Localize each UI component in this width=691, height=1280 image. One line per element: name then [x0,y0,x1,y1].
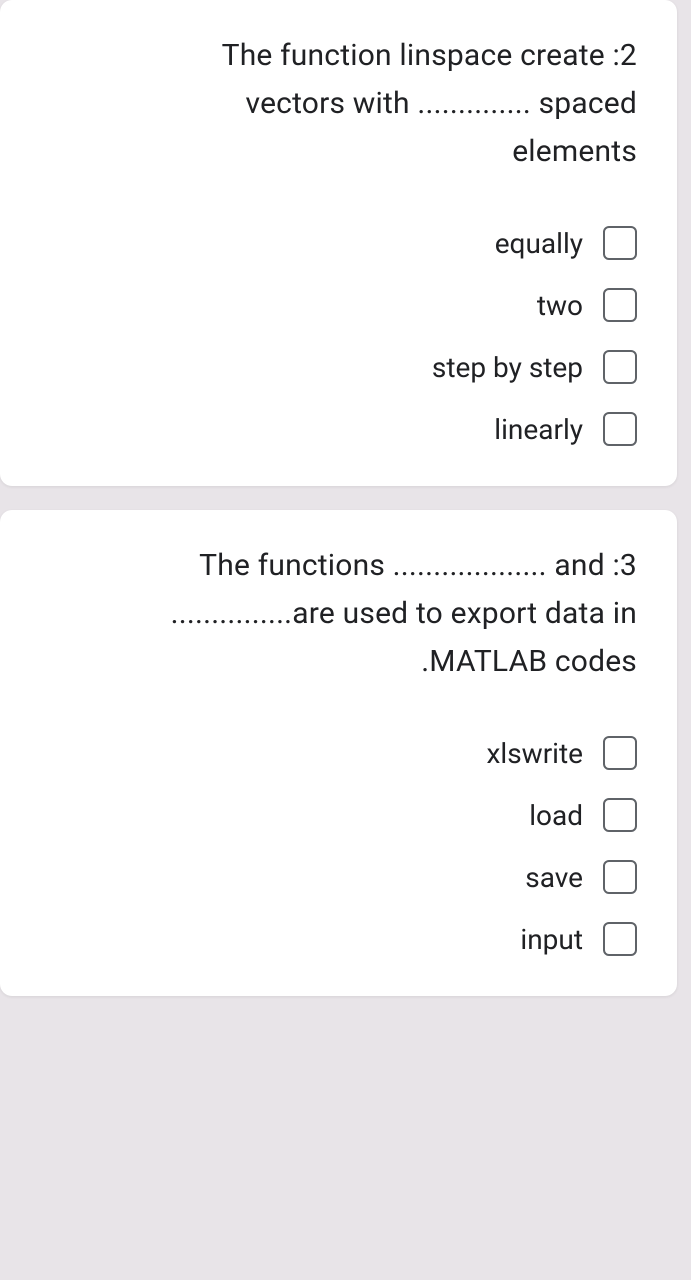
checkbox-linearly[interactable] [603,412,637,446]
option-row[interactable]: step by step [40,350,637,384]
question-line: .MATLAB codes [421,644,637,679]
question-line: The function linspace create :2 [222,38,637,73]
question-card-3: The functions ................... and :3… [0,510,677,996]
checkbox-step-by-step[interactable] [603,350,637,384]
checkbox-equally[interactable] [603,226,637,260]
option-row[interactable]: two [40,288,637,322]
option-label: input [520,923,583,956]
option-label: save [525,861,583,894]
option-label: xlswrite [487,737,584,770]
question-line: vectors with .............. spaced [246,86,637,121]
checkbox-input[interactable] [603,922,637,956]
question-card-2: The function linspace create :2 vectors … [0,0,677,486]
option-label: two [537,289,583,322]
question-line: The functions ................... and :3 [199,548,637,583]
option-row[interactable]: xlswrite [40,736,637,770]
option-row[interactable]: save [40,860,637,894]
option-row[interactable]: input [40,922,637,956]
option-label: equally [495,227,583,260]
option-label: load [529,799,583,832]
checkbox-save[interactable] [603,860,637,894]
question-line: ...............are used to export data i… [171,596,637,631]
options-list: equally two step by step linearly [40,226,637,446]
checkbox-xlswrite[interactable] [603,736,637,770]
options-list: xlswrite load save input [40,736,637,956]
option-row[interactable]: linearly [40,412,637,446]
checkbox-two[interactable] [603,288,637,322]
question-line: elements [512,134,637,169]
option-label: linearly [494,413,583,446]
option-row[interactable]: load [40,798,637,832]
question-text: The functions ................... and :3… [40,542,637,686]
question-text: The function linspace create :2 vectors … [40,32,637,176]
option-row[interactable]: equally [40,226,637,260]
option-label: step by step [432,351,583,384]
checkbox-load[interactable] [603,798,637,832]
